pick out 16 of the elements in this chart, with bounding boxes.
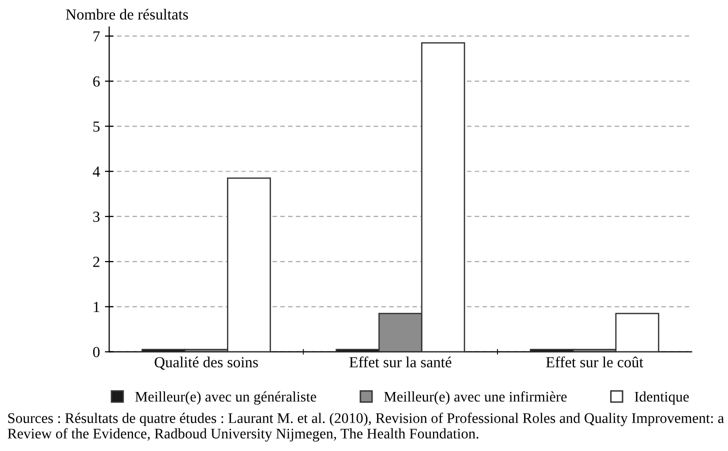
y-tick-label: 3 [93,212,100,222]
x-tick-label: Effet sur le coût [546,356,644,368]
y-tick-label: 4 [92,166,100,177]
y-tick-label: 1 [94,302,100,312]
y-tick-label: 2 [93,256,100,267]
legend-label: Meilleur(e) avec un généraliste [135,391,316,405]
y-axis-title: Nombre de résultats [66,8,188,20]
legend-label: Identique [634,391,689,405]
x-tick-label: Effet sur la santé [349,356,452,368]
legend-label: Meilleur(e) avec une infirmière [384,391,567,405]
source-note: Sources : Résultats de quatre études : Laurant M. et al. (2010), Revision of Professional Roles and Quality Improvement: a Review of the Evidence, Radboud University Nijmegen, The Health Foundation. [8,412,724,442]
y-tick-label: 6 [93,76,100,87]
x-tick-label: Qualité des soins [154,356,258,370]
y-tick-label: 0 [93,346,100,358]
y-tick-label: 5 [93,122,100,132]
y-tick-label: 7 [94,31,100,42]
